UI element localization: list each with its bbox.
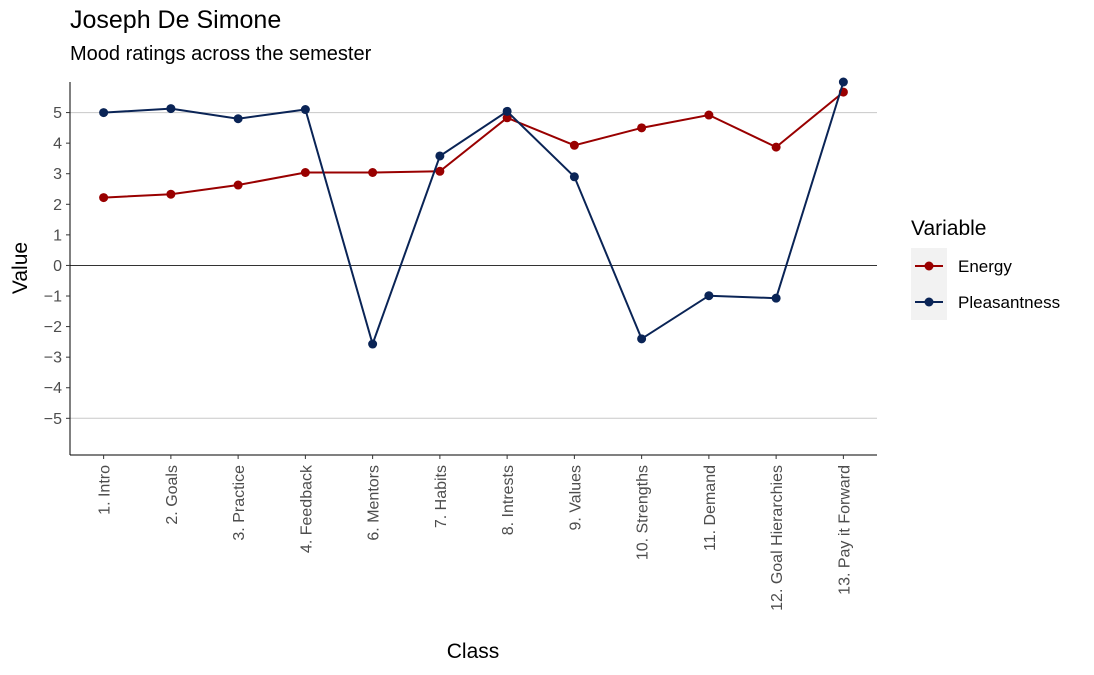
- data-point-energy: [368, 167, 378, 177]
- data-point-energy: [637, 123, 647, 133]
- data-point-energy: [771, 142, 781, 152]
- data-point-energy: [99, 193, 109, 203]
- y-tick-label: 5: [53, 105, 62, 122]
- x-tick-label: 3. Practice: [231, 465, 248, 541]
- legend-key-point-pleasantness: [924, 297, 934, 307]
- x-tick-label: 10. Strengths: [635, 465, 652, 560]
- data-point-pleasantness: [502, 106, 512, 116]
- y-tick-label: −4: [44, 380, 62, 397]
- x-tick-label: 2. Goals: [164, 465, 181, 525]
- data-point-pleasantness: [771, 293, 781, 303]
- y-axis: 5 4 3 2 1 0 −1 −2 −3 −4 −5: [44, 82, 71, 455]
- data-point-pleasantness: [368, 339, 378, 349]
- series-line-pleasantness: [103, 81, 845, 348]
- legend-label-energy: Energy: [958, 257, 1012, 276]
- x-tick-label: 12. Goal Hierarchies: [769, 465, 786, 611]
- data-point-pleasantness: [435, 151, 445, 161]
- data-point-pleasantness: [99, 108, 109, 118]
- legend-key-point-energy: [924, 261, 934, 271]
- data-point-energy: [233, 180, 243, 190]
- series-line-energy: [103, 91, 845, 199]
- y-axis-title: Value: [9, 242, 32, 294]
- y-tick-label: 2: [53, 197, 62, 214]
- x-tick-label: 4. Feedback: [298, 464, 315, 553]
- data-point-pleasantness: [637, 334, 647, 344]
- data-point-pleasantness: [838, 77, 848, 87]
- gridlines: [70, 112, 877, 419]
- x-tick-label: 7. Habits: [433, 465, 450, 528]
- x-axis: 1. Intro 2. Goals 3. Practice 4. Feedback 6.…: [70, 454, 877, 611]
- data-point-energy: [166, 189, 176, 199]
- data-point-pleasantness: [704, 291, 714, 301]
- x-tick-label: 8. Intrests: [500, 465, 517, 535]
- chart-subtitle: Mood ratings across the semester: [70, 43, 372, 65]
- y-tick-label: 3: [53, 166, 62, 183]
- x-tick-label: 11. Demand: [702, 465, 719, 551]
- series-layer: [99, 77, 848, 349]
- data-point-pleasantness: [233, 114, 243, 124]
- y-tick-label: −3: [44, 350, 62, 367]
- data-point-energy: [704, 110, 714, 120]
- data-point-pleasantness: [300, 105, 310, 115]
- y-tick-label: −5: [44, 411, 62, 428]
- chart-title: Joseph De Simone: [70, 6, 282, 34]
- y-tick-label: 1: [53, 227, 62, 244]
- legend-key-background: [911, 248, 947, 320]
- data-point-pleasantness: [569, 172, 579, 182]
- data-point-energy: [300, 167, 310, 177]
- data-point-energy: [569, 140, 579, 150]
- x-tick-label: 1. Intro: [97, 465, 114, 515]
- data-point-energy: [435, 166, 445, 176]
- x-tick-label: 9. Values: [567, 465, 584, 531]
- data-point-energy: [502, 113, 512, 123]
- y-tick-label: −1: [44, 289, 62, 306]
- x-tick-label: 6. Mentors: [366, 465, 383, 541]
- y-tick-label: −2: [44, 319, 62, 336]
- x-axis-title: Class: [447, 640, 500, 663]
- data-point-pleasantness: [166, 104, 176, 114]
- y-tick-label: 4: [53, 136, 62, 153]
- legend-label-pleasantness: Pleasantness: [958, 293, 1060, 312]
- y-tick-label: 0: [53, 258, 62, 275]
- x-tick-label: 13. Pay it Forward: [836, 465, 853, 595]
- legend: Variable Energy Pleasantness: [911, 217, 1060, 320]
- legend-title: Variable: [911, 217, 987, 240]
